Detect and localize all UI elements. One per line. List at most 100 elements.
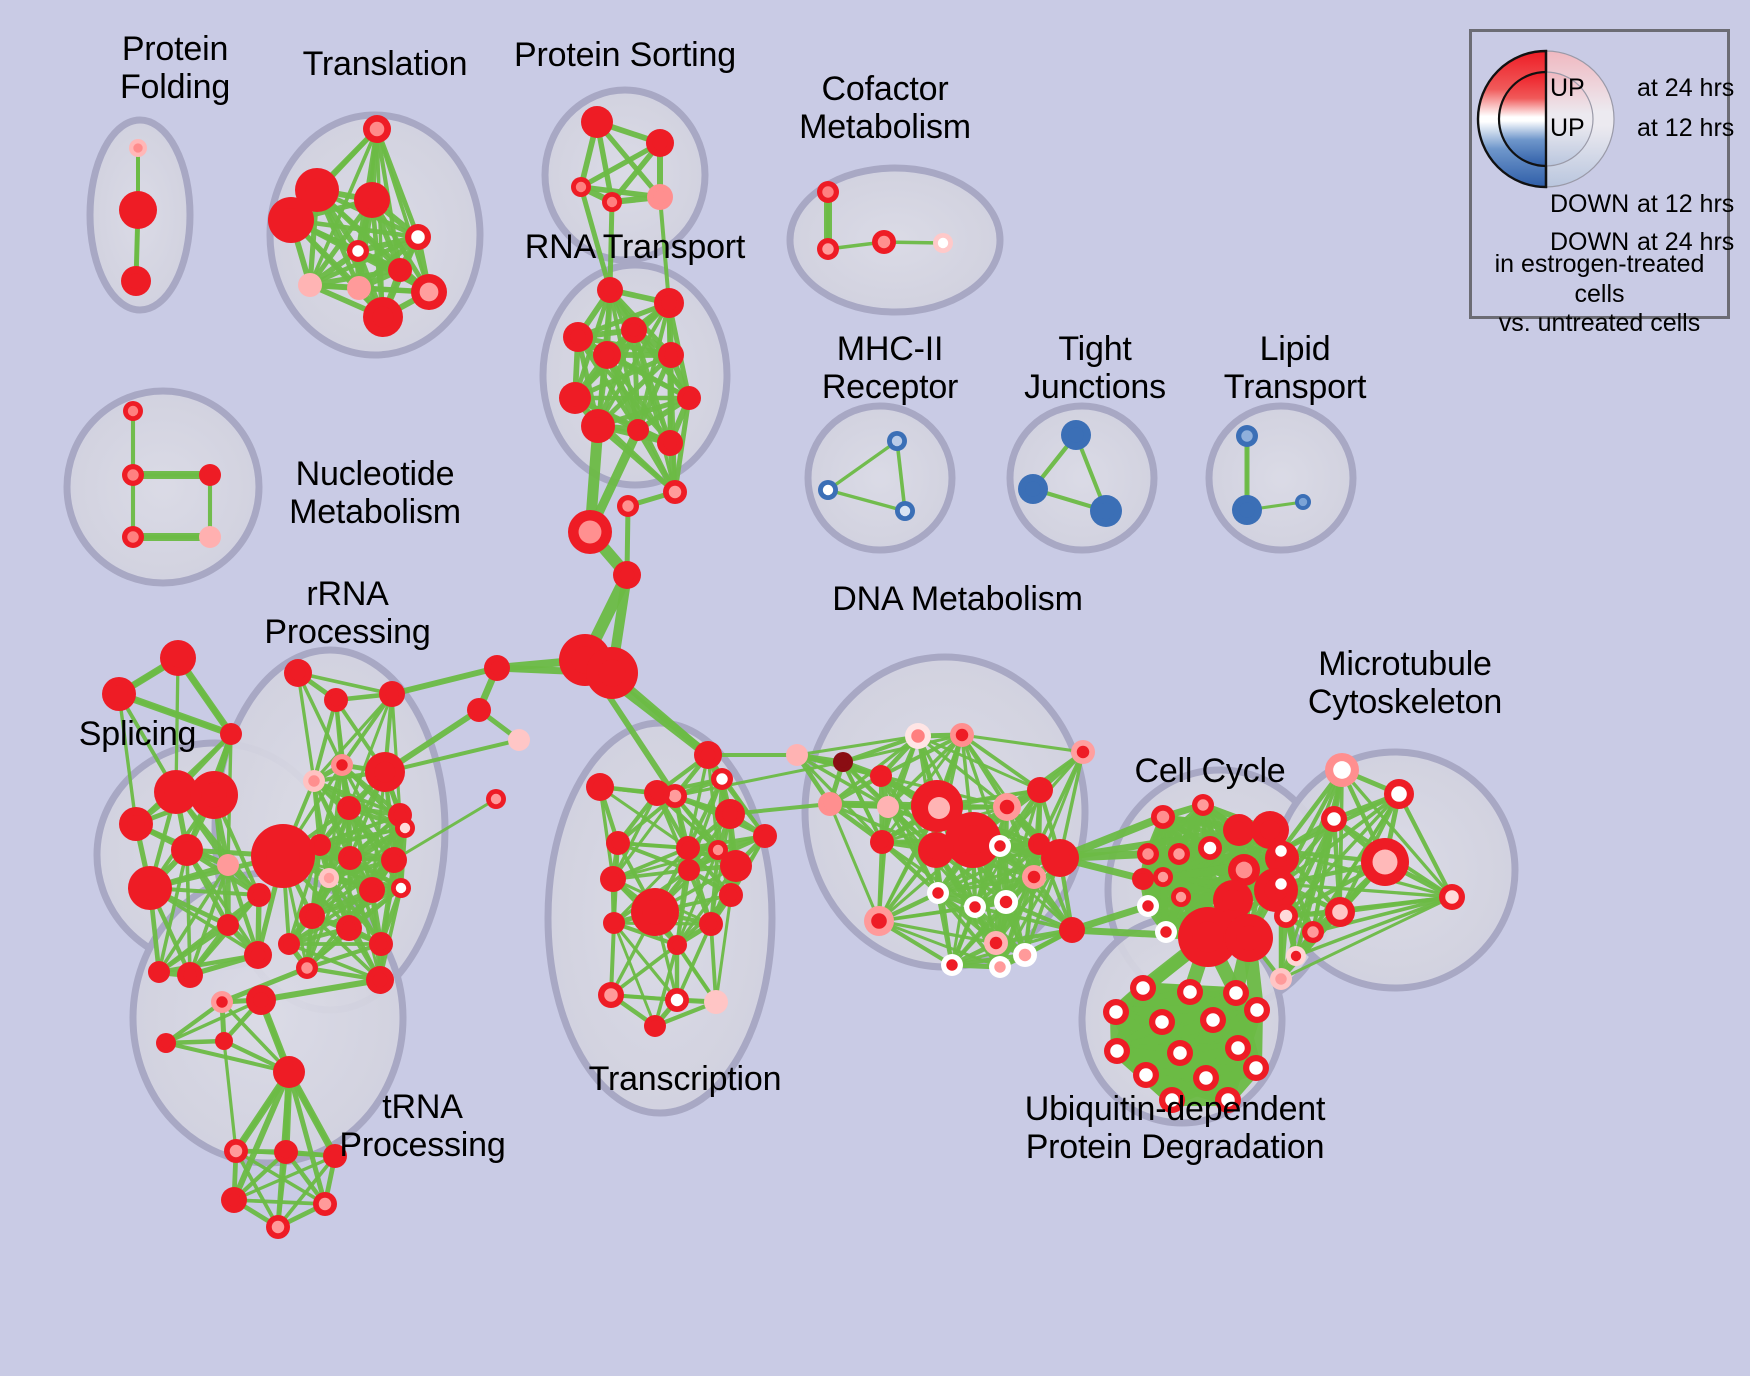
gene-node[interactable] xyxy=(1130,975,1156,1001)
gene-node[interactable] xyxy=(667,935,687,955)
gene-node[interactable] xyxy=(246,985,276,1015)
gene-node[interactable] xyxy=(1061,420,1091,450)
gene-node[interactable] xyxy=(586,647,638,699)
gene-node[interactable] xyxy=(1225,1035,1251,1061)
gene-node[interactable] xyxy=(337,796,361,820)
gene-node[interactable] xyxy=(224,1139,248,1163)
gene-node[interactable] xyxy=(872,230,896,254)
gene-node[interactable] xyxy=(154,770,198,814)
cluster-ellipse-mhc-ii-receptor[interactable] xyxy=(804,402,956,554)
gene-node[interactable] xyxy=(603,912,625,934)
gene-node[interactable] xyxy=(220,723,242,745)
gene-node[interactable] xyxy=(984,931,1008,955)
gene-node[interactable] xyxy=(1018,474,1048,504)
gene-node[interactable] xyxy=(217,914,239,936)
cluster-ellipse-protein-sorting[interactable] xyxy=(541,86,709,264)
gene-node[interactable] xyxy=(313,1192,337,1216)
gene-node[interactable] xyxy=(1149,1009,1175,1035)
gene-node[interactable] xyxy=(1059,917,1085,943)
gene-node[interactable] xyxy=(122,526,144,548)
gene-node[interactable] xyxy=(303,770,325,792)
gene-node[interactable] xyxy=(365,752,405,792)
gene-node[interactable] xyxy=(887,431,907,451)
gene-node[interactable] xyxy=(366,966,394,994)
gene-node[interactable] xyxy=(1090,495,1122,527)
gene-node[interactable] xyxy=(644,1015,666,1037)
gene-node[interactable] xyxy=(274,1140,298,1164)
gene-node[interactable] xyxy=(1232,495,1262,525)
gene-node[interactable] xyxy=(1153,867,1173,887)
gene-node[interactable] xyxy=(1159,1087,1185,1113)
gene-node[interactable] xyxy=(309,834,331,856)
gene-node[interactable] xyxy=(508,729,530,751)
gene-node[interactable] xyxy=(617,495,639,517)
gene-node[interactable] xyxy=(1193,1065,1219,1091)
gene-node[interactable] xyxy=(665,988,689,1012)
gene-node[interactable] xyxy=(1192,794,1214,816)
gene-node[interactable] xyxy=(1384,779,1414,809)
gene-node[interactable] xyxy=(123,401,143,421)
gene-node[interactable] xyxy=(677,386,701,410)
gene-node[interactable] xyxy=(581,409,615,443)
gene-node[interactable] xyxy=(156,1033,176,1053)
gene-node[interactable] xyxy=(581,106,613,138)
gene-node[interactable] xyxy=(786,744,808,766)
gene-node[interactable] xyxy=(486,789,506,809)
gene-node[interactable] xyxy=(877,796,899,818)
gene-node[interactable] xyxy=(211,991,233,1013)
gene-node[interactable] xyxy=(918,832,954,868)
gene-node[interactable] xyxy=(199,526,221,548)
gene-node[interactable] xyxy=(621,317,647,343)
gene-node[interactable] xyxy=(753,824,777,848)
gene-node[interactable] xyxy=(704,990,728,1014)
gene-node[interactable] xyxy=(694,741,722,769)
gene-node[interactable] xyxy=(905,723,931,749)
gene-node[interactable] xyxy=(354,182,390,218)
gene-node[interactable] xyxy=(319,868,339,888)
gene-node[interactable] xyxy=(563,322,593,352)
gene-node[interactable] xyxy=(217,854,239,876)
gene-node[interactable] xyxy=(1295,494,1311,510)
gene-node[interactable] xyxy=(613,561,641,589)
gene-node[interactable] xyxy=(818,480,838,500)
gene-node[interactable] xyxy=(676,836,700,860)
gene-node[interactable] xyxy=(1361,838,1409,886)
gene-node[interactable] xyxy=(1167,1040,1193,1066)
gene-node[interactable] xyxy=(964,896,986,918)
gene-node[interactable] xyxy=(1236,425,1258,447)
gene-node[interactable] xyxy=(833,752,853,772)
gene-node[interactable] xyxy=(1225,914,1273,962)
gene-node[interactable] xyxy=(190,771,238,819)
gene-node[interactable] xyxy=(817,238,839,260)
gene-node[interactable] xyxy=(467,698,491,722)
gene-node[interactable] xyxy=(363,297,403,337)
gene-node[interactable] xyxy=(1200,1007,1226,1033)
gene-node[interactable] xyxy=(128,866,172,910)
gene-node[interactable] xyxy=(719,883,743,907)
gene-node[interactable] xyxy=(273,1056,305,1088)
gene-node[interactable] xyxy=(1104,1038,1130,1064)
gene-node[interactable] xyxy=(864,906,894,936)
gene-node[interactable] xyxy=(336,915,362,941)
gene-node[interactable] xyxy=(927,882,949,904)
gene-node[interactable] xyxy=(148,961,170,983)
gene-node[interactable] xyxy=(395,818,415,838)
gene-node[interactable] xyxy=(1071,740,1095,764)
gene-node[interactable] xyxy=(102,677,136,711)
gene-node[interactable] xyxy=(559,382,591,414)
gene-node[interactable] xyxy=(1177,979,1203,1005)
gene-node[interactable] xyxy=(708,840,728,860)
gene-node[interactable] xyxy=(715,799,745,829)
gene-node[interactable] xyxy=(1198,836,1222,860)
gene-node[interactable] xyxy=(1027,777,1053,803)
gene-node[interactable] xyxy=(993,793,1021,821)
gene-node[interactable] xyxy=(1041,839,1079,877)
gene-node[interactable] xyxy=(278,933,300,955)
gene-node[interactable] xyxy=(711,768,733,790)
gene-node[interactable] xyxy=(379,681,405,707)
gene-node[interactable] xyxy=(221,1187,247,1213)
gene-node[interactable] xyxy=(1022,865,1046,889)
gene-node[interactable] xyxy=(1178,907,1238,967)
gene-node[interactable] xyxy=(1274,904,1298,928)
gene-node[interactable] xyxy=(295,168,339,212)
